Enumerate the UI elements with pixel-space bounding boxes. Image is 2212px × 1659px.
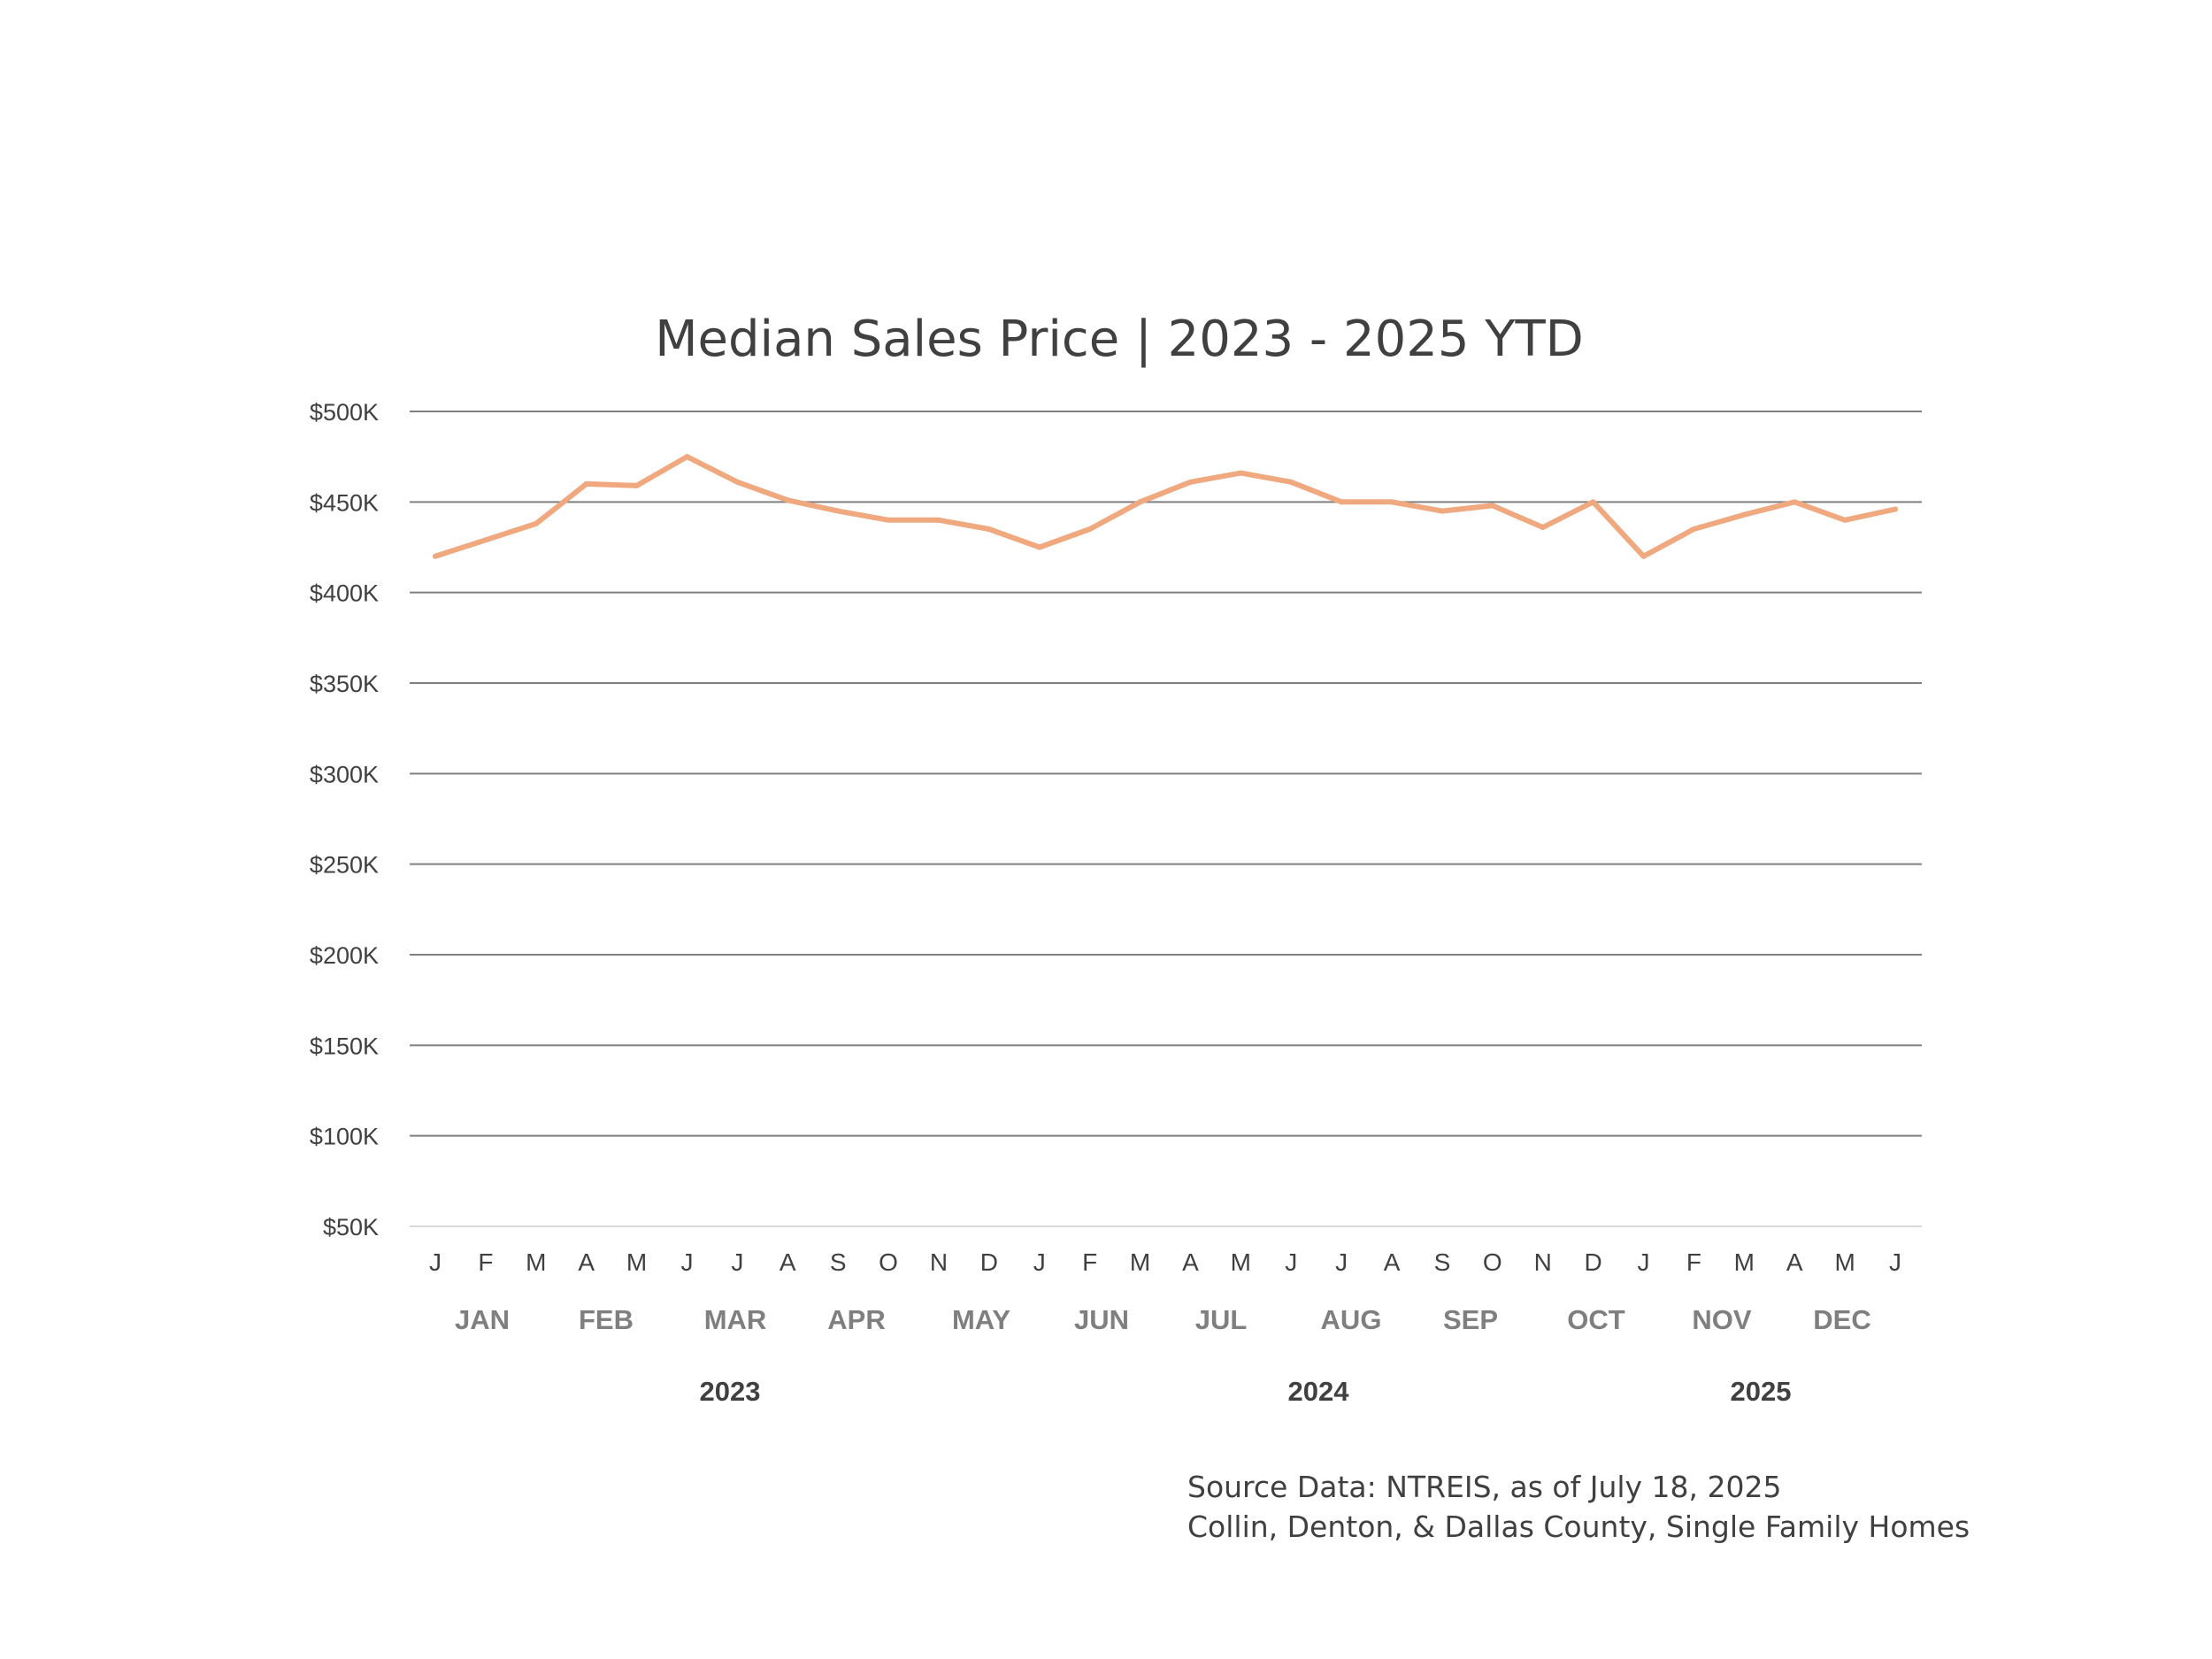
year-label-2023: 2023: [700, 1376, 761, 1407]
x-tick-label: F: [1082, 1248, 1097, 1276]
data-point: [1187, 479, 1194, 485]
month-label-nov: NOV: [1692, 1304, 1752, 1335]
month-label-sep: SEP: [1443, 1304, 1498, 1335]
x-tick-label: O: [879, 1248, 898, 1276]
x-tick-label: D: [980, 1248, 998, 1276]
x-tick-label: A: [1384, 1248, 1401, 1276]
data-point: [1439, 508, 1445, 514]
x-tick-label: N: [930, 1248, 948, 1276]
data-point: [1238, 470, 1244, 476]
data-point: [1640, 553, 1647, 559]
data-point: [1893, 506, 1898, 512]
chart-title: Median Sales Price | 2023 - 2025 YTD: [655, 311, 1584, 368]
x-tick-label: A: [1182, 1248, 1199, 1276]
source-line-1: Source Data: NTREIS, as of July 18, 2025: [1187, 1470, 1782, 1504]
x-tick-label: M: [1130, 1248, 1150, 1276]
data-point: [886, 517, 892, 523]
data-point: [583, 480, 589, 487]
month-label-jan: JAN: [455, 1304, 510, 1335]
source-line-2: Collin, Denton, & Dallas County, Single …: [1187, 1509, 1970, 1544]
y-tick-label: $250K: [310, 852, 379, 879]
x-tick-label: O: [1483, 1248, 1502, 1276]
data-point: [533, 520, 539, 526]
y-tick-label: $100K: [310, 1124, 379, 1150]
x-tick-label: M: [1231, 1248, 1251, 1276]
x-tick-label: A: [780, 1248, 796, 1276]
data-point: [1842, 517, 1848, 523]
data-point: [785, 497, 791, 503]
series-line-median-sales-price: [433, 454, 1898, 559]
month-label-jun: JUN: [1074, 1304, 1129, 1335]
y-tick-label: $450K: [310, 489, 379, 516]
x-tick-label: J: [1285, 1248, 1297, 1276]
data-point: [684, 454, 690, 460]
y-tick-label: $50K: [323, 1214, 379, 1240]
gridlines: [410, 411, 1922, 1227]
month-label-jul: JUL: [1195, 1304, 1248, 1335]
y-axis-tick-labels: $50K $100K $150K $200K $250K $300K $350K $400K $…: [310, 399, 379, 1240]
x-tick-label: F: [1686, 1248, 1701, 1276]
data-point: [1489, 503, 1495, 509]
data-point: [634, 482, 640, 488]
x-tick-label: A: [578, 1248, 595, 1276]
month-label-mar: MAR: [704, 1304, 767, 1335]
y-tick-label: $400K: [310, 580, 379, 607]
x-tick-label: A: [1786, 1248, 1803, 1276]
month-label-apr: APR: [827, 1304, 885, 1335]
y-tick-label: $500K: [310, 399, 379, 426]
x-tick-label: D: [1585, 1248, 1602, 1276]
data-point: [734, 479, 741, 485]
data-point: [986, 526, 992, 533]
year-label-2024: 2024: [1288, 1376, 1350, 1407]
month-label-dec: DEC: [1813, 1304, 1870, 1335]
x-tick-label: J: [680, 1248, 693, 1276]
data-point: [1792, 499, 1798, 505]
data-point: [1087, 526, 1093, 533]
x-tick-label: M: [626, 1248, 647, 1276]
y-tick-label: $300K: [310, 761, 379, 787]
x-tick-label: J: [1335, 1248, 1348, 1276]
x-tick-label: S: [830, 1248, 847, 1276]
series-layer: [433, 454, 1898, 559]
data-point: [1036, 544, 1042, 550]
x-tick-label: J: [1033, 1248, 1046, 1276]
data-point: [1339, 499, 1345, 505]
x-tick-label: M: [1734, 1248, 1755, 1276]
x-tick-label: J: [1638, 1248, 1650, 1276]
data-point: [1741, 511, 1747, 518]
month-label-feb: FEB: [579, 1304, 634, 1335]
y-tick-label: $350K: [310, 671, 379, 697]
data-point: [433, 553, 438, 559]
x-tick-label: J: [1889, 1248, 1901, 1276]
data-point: [1691, 526, 1697, 533]
x-axis-month-names: JAN FEB MAR APR MAY JUN JUL AUG SEP OCT NOV DEC: [455, 1304, 1871, 1335]
data-point: [482, 537, 488, 543]
data-point: [835, 508, 841, 514]
x-tick-label: J: [429, 1248, 442, 1276]
year-label-2025: 2025: [1731, 1376, 1792, 1407]
x-axis-years: 2023 2024 2025: [700, 1376, 1792, 1407]
data-point: [1288, 479, 1294, 485]
x-tick-label: J: [731, 1248, 743, 1276]
x-tick-label: S: [1434, 1248, 1451, 1276]
month-label-aug: AUG: [1321, 1304, 1382, 1335]
x-tick-label: M: [526, 1248, 546, 1276]
data-point: [1137, 499, 1143, 505]
data-point: [1389, 499, 1395, 505]
x-tick-label: N: [1534, 1248, 1552, 1276]
y-tick-label: $150K: [310, 1033, 379, 1059]
y-tick-label: $200K: [310, 942, 379, 969]
data-point: [1540, 524, 1546, 530]
data-point: [935, 517, 941, 523]
month-label-may: MAY: [952, 1304, 1010, 1335]
x-tick-label: M: [1834, 1248, 1855, 1276]
x-tick-label: F: [478, 1248, 493, 1276]
source-note: Source Data: NTREIS, as of July 18, 2025…: [1187, 1467, 1970, 1547]
data-point: [1590, 499, 1596, 505]
month-label-oct: OCT: [1567, 1304, 1625, 1335]
